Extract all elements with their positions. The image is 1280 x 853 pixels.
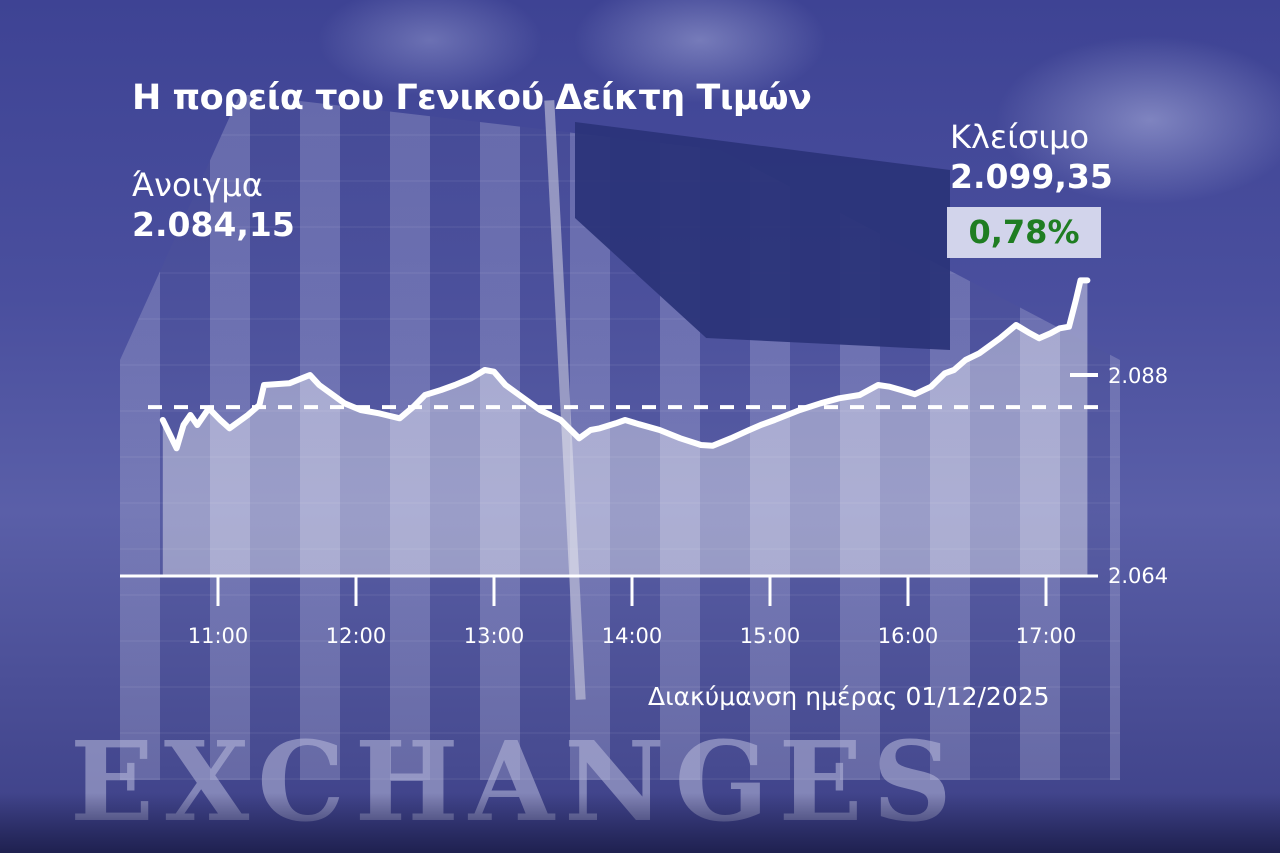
ground-shadow — [0, 793, 1280, 853]
x-tick-label: 13:00 — [464, 624, 525, 648]
chart-title: Η πορεία του Γενικού Δείκτη Τιμών — [132, 78, 812, 118]
series-line — [159, 277, 1091, 452]
open-label: Άνοιγμα — [132, 166, 263, 204]
x-tick-label: 16:00 — [878, 624, 939, 648]
x-tick-label: 14:00 — [602, 624, 663, 648]
close-value: 2.099,35 — [950, 157, 1113, 196]
area-fill — [162, 280, 1088, 575]
x-tick-label: 15:00 — [740, 624, 801, 648]
change-badge: 0,78% — [947, 207, 1101, 258]
open-value: 2.084,15 — [132, 205, 295, 244]
y-tick-label: 2.064 — [1108, 564, 1168, 588]
range-caption: Διακύμανση ημέρας 01/12/2025 — [648, 682, 1050, 711]
x-tick-label: 12:00 — [326, 624, 387, 648]
y-tick-label: 2.088 — [1108, 364, 1168, 388]
x-tick-label: 11:00 — [188, 624, 249, 648]
x-tick-label: 17:00 — [1016, 624, 1077, 648]
close-label: Κλείσιμο — [950, 118, 1090, 156]
